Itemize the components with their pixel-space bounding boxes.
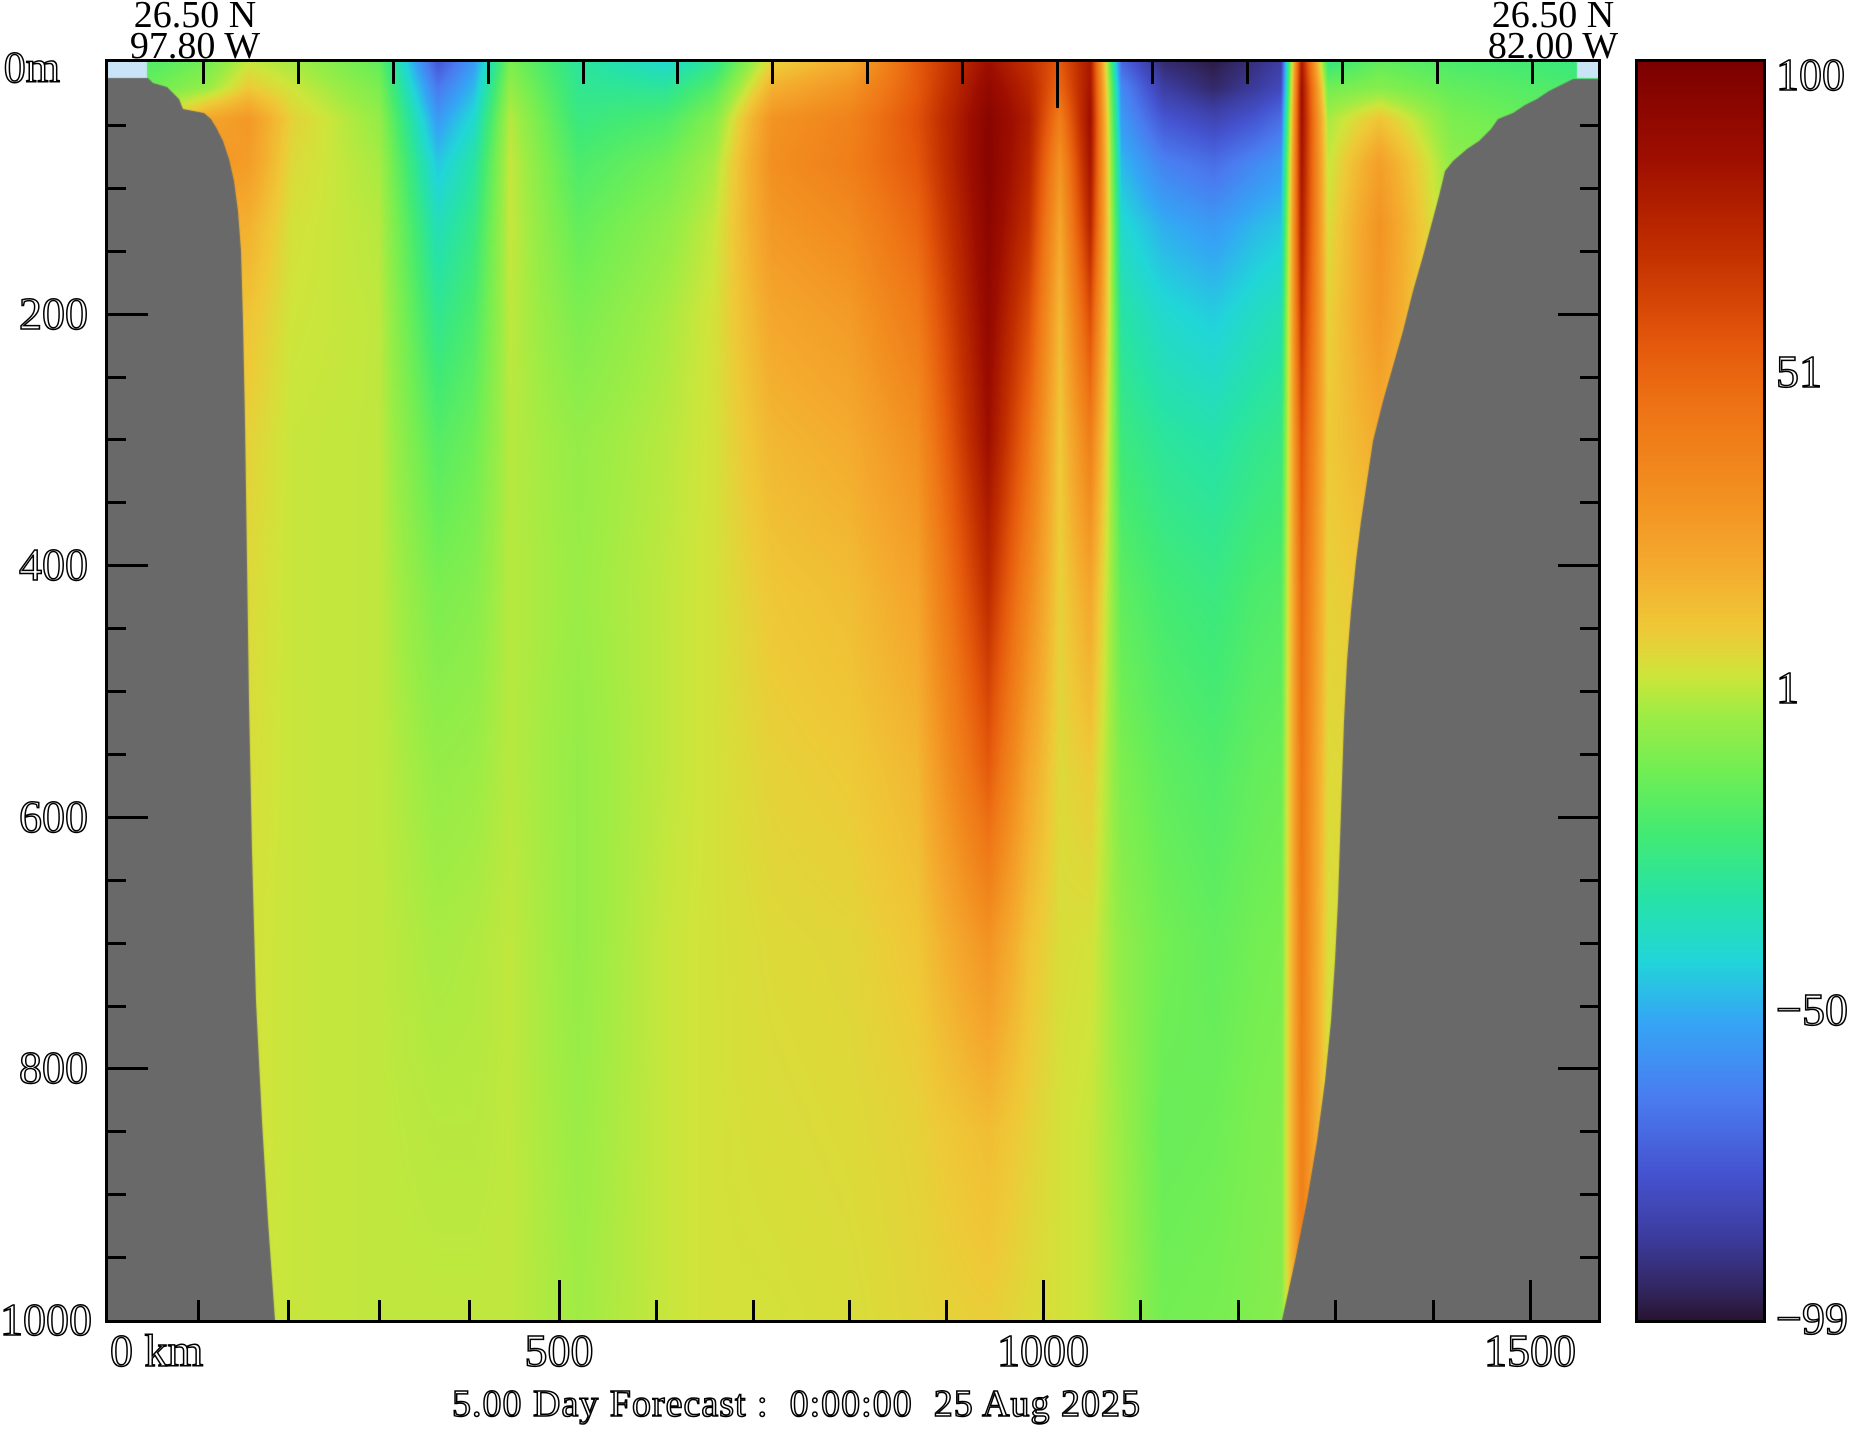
depth-tick-label: 1000	[0, 1294, 93, 1345]
colorbar-tick-label: −99	[1775, 1293, 1848, 1344]
distance-tick-label: 1000	[996, 1325, 1090, 1376]
depth-tick-label: 200	[18, 287, 89, 339]
distance-tick-label: 1500	[1483, 1325, 1577, 1376]
start-longitude-label: 97.80 W	[129, 25, 261, 67]
colorbar-canvas	[1638, 62, 1763, 1320]
distance-origin-label: 0 km	[109, 1325, 204, 1376]
colorbar-frame	[1635, 59, 1766, 1323]
depth-tick-label: 600	[18, 790, 89, 842]
section-start-coordinates: 26.50 N 97.80 W	[85, 0, 305, 67]
colorbar-tick-label: −50	[1775, 984, 1848, 1036]
caption: 5.00 Day Forecast : 0:00:00 25 Aug 2025	[451, 1383, 1142, 1425]
depth-tick-label: 400	[18, 539, 89, 591]
plot-frame	[105, 59, 1601, 1323]
section-heatmap-canvas	[108, 62, 1598, 1320]
depth-axis-origin-label: 0m	[3, 43, 61, 92]
depth-tick-label: 800	[18, 1042, 89, 1094]
colorbar-tick-label: 100	[1775, 49, 1846, 100]
end-longitude-label: 82.00 W	[1487, 25, 1619, 67]
distance-tick-label: 500	[524, 1325, 595, 1376]
start-latitude-label: 26.50 N	[133, 0, 257, 36]
colorbar-tick-label: 51	[1775, 345, 1823, 397]
end-latitude-label: 26.50 N	[1491, 0, 1615, 36]
colorbar-tick-label: 1	[1775, 661, 1800, 713]
section-end-coordinates: 26.50 N 82.00 W	[1443, 0, 1663, 67]
